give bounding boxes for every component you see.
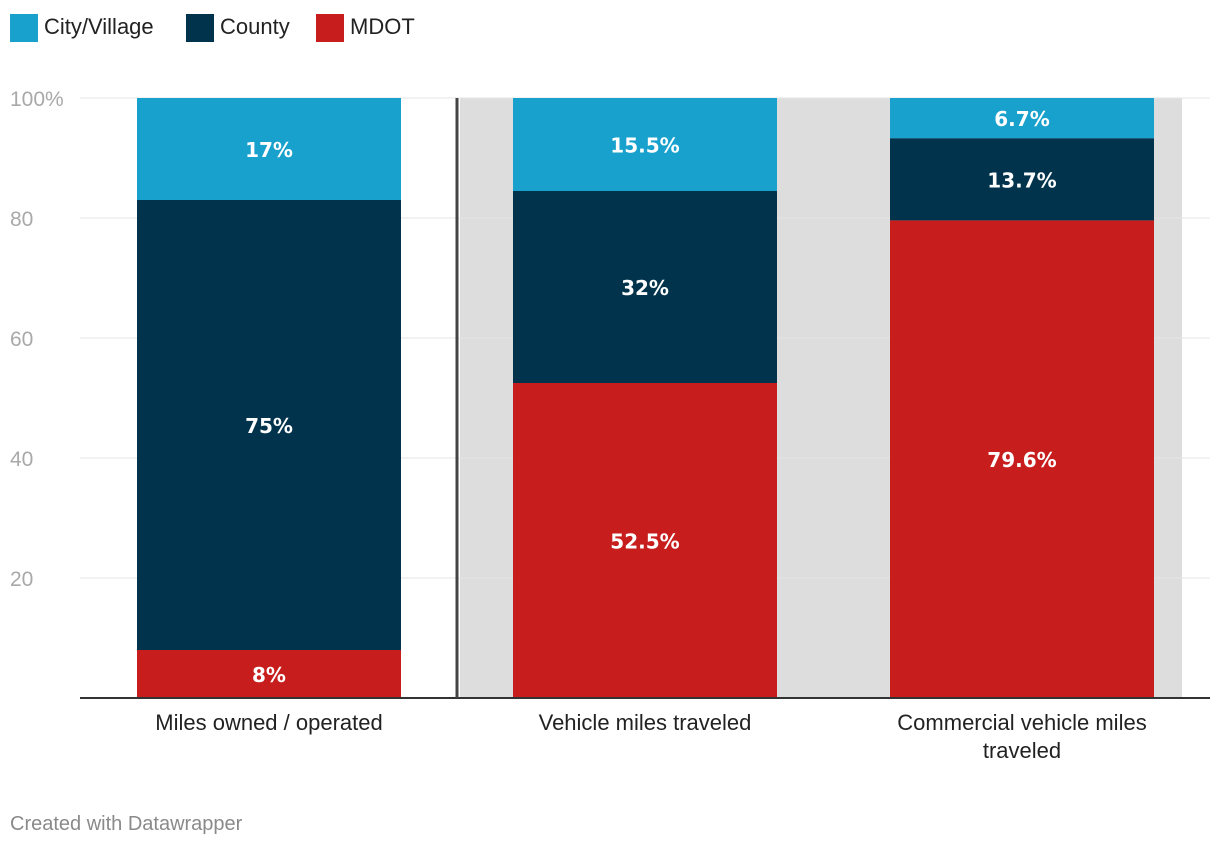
category-label-line: traveled bbox=[983, 738, 1061, 763]
value-label-vehicle-miles-traveled-mdot: 52.5% bbox=[610, 530, 679, 554]
bar-vehicle-miles-traveled-county bbox=[513, 191, 777, 383]
y-tick-label-40: 40 bbox=[10, 448, 33, 471]
category-label-line: Miles owned / operated bbox=[155, 710, 382, 735]
category-label-line: Vehicle miles traveled bbox=[539, 710, 752, 735]
bar-commercial-vehicle-miles-traveled-mdot bbox=[890, 220, 1154, 698]
bar-vehicle-miles-traveled-mdot bbox=[513, 383, 777, 698]
legend-label-mdot: MDOT bbox=[350, 14, 415, 39]
y-axis-ticks: 20 40 60 80 100% bbox=[10, 88, 64, 591]
value-label-miles-owned-operated-mdot: 8% bbox=[252, 663, 286, 687]
legend-label-city-village: City/Village bbox=[44, 14, 154, 39]
value-label-commercial-vehicle-miles-traveled-mdot: 79.6% bbox=[987, 448, 1056, 472]
bars bbox=[137, 98, 1154, 698]
bar-commercial-vehicle-miles-traveled-county bbox=[890, 138, 1154, 221]
legend-label-county: County bbox=[220, 14, 290, 39]
value-label-miles-owned-operated-city-village: 17% bbox=[245, 138, 293, 162]
value-label-miles-owned-operated-county: 75% bbox=[245, 414, 293, 438]
category-label-commercial-vehicle-miles-traveled: Commercial vehicle miles traveled bbox=[897, 710, 1146, 763]
y-tick-label-80: 80 bbox=[10, 208, 33, 231]
category-labels: Miles owned / operated Vehicle miles trav… bbox=[155, 710, 1146, 763]
category-label-line: Commercial vehicle miles bbox=[897, 710, 1146, 735]
y-tick-label-100: 100% bbox=[10, 88, 64, 111]
bar-miles-owned-operated-mdot bbox=[137, 650, 401, 698]
bar-miles-owned-operated-city-village bbox=[137, 98, 401, 200]
y-tick-label-60: 60 bbox=[10, 328, 33, 351]
legend-swatch-city-village bbox=[10, 14, 38, 42]
legend-swatch-county bbox=[186, 14, 214, 42]
category-label-vehicle-miles-traveled: Vehicle miles traveled bbox=[539, 710, 752, 735]
y-tick-label-20: 20 bbox=[10, 568, 33, 591]
value-labels: 8% 75% 17% 52.5% 32% 15.5% 79.6% 13.7% 6.7% bbox=[245, 107, 1057, 687]
category-label-miles-owned-operated: Miles owned / operated bbox=[155, 710, 382, 735]
legend-swatch-mdot bbox=[316, 14, 344, 42]
datawrapper-credit: Created with Datawrapper bbox=[10, 813, 243, 835]
value-label-vehicle-miles-traveled-county: 32% bbox=[621, 276, 669, 300]
value-label-vehicle-miles-traveled-city-village: 15.5% bbox=[610, 134, 679, 158]
value-label-commercial-vehicle-miles-traveled-city-village: 6.7% bbox=[994, 107, 1049, 131]
bar-miles-owned-operated-county bbox=[137, 200, 401, 650]
axes bbox=[80, 98, 1210, 699]
bar-commercial-vehicle-miles-traveled-city-village bbox=[890, 98, 1154, 139]
legend: City/Village County MDOT bbox=[10, 14, 415, 42]
value-label-commercial-vehicle-miles-traveled-county: 13.7% bbox=[987, 168, 1056, 192]
bar-vehicle-miles-traveled-city-village bbox=[513, 98, 777, 191]
